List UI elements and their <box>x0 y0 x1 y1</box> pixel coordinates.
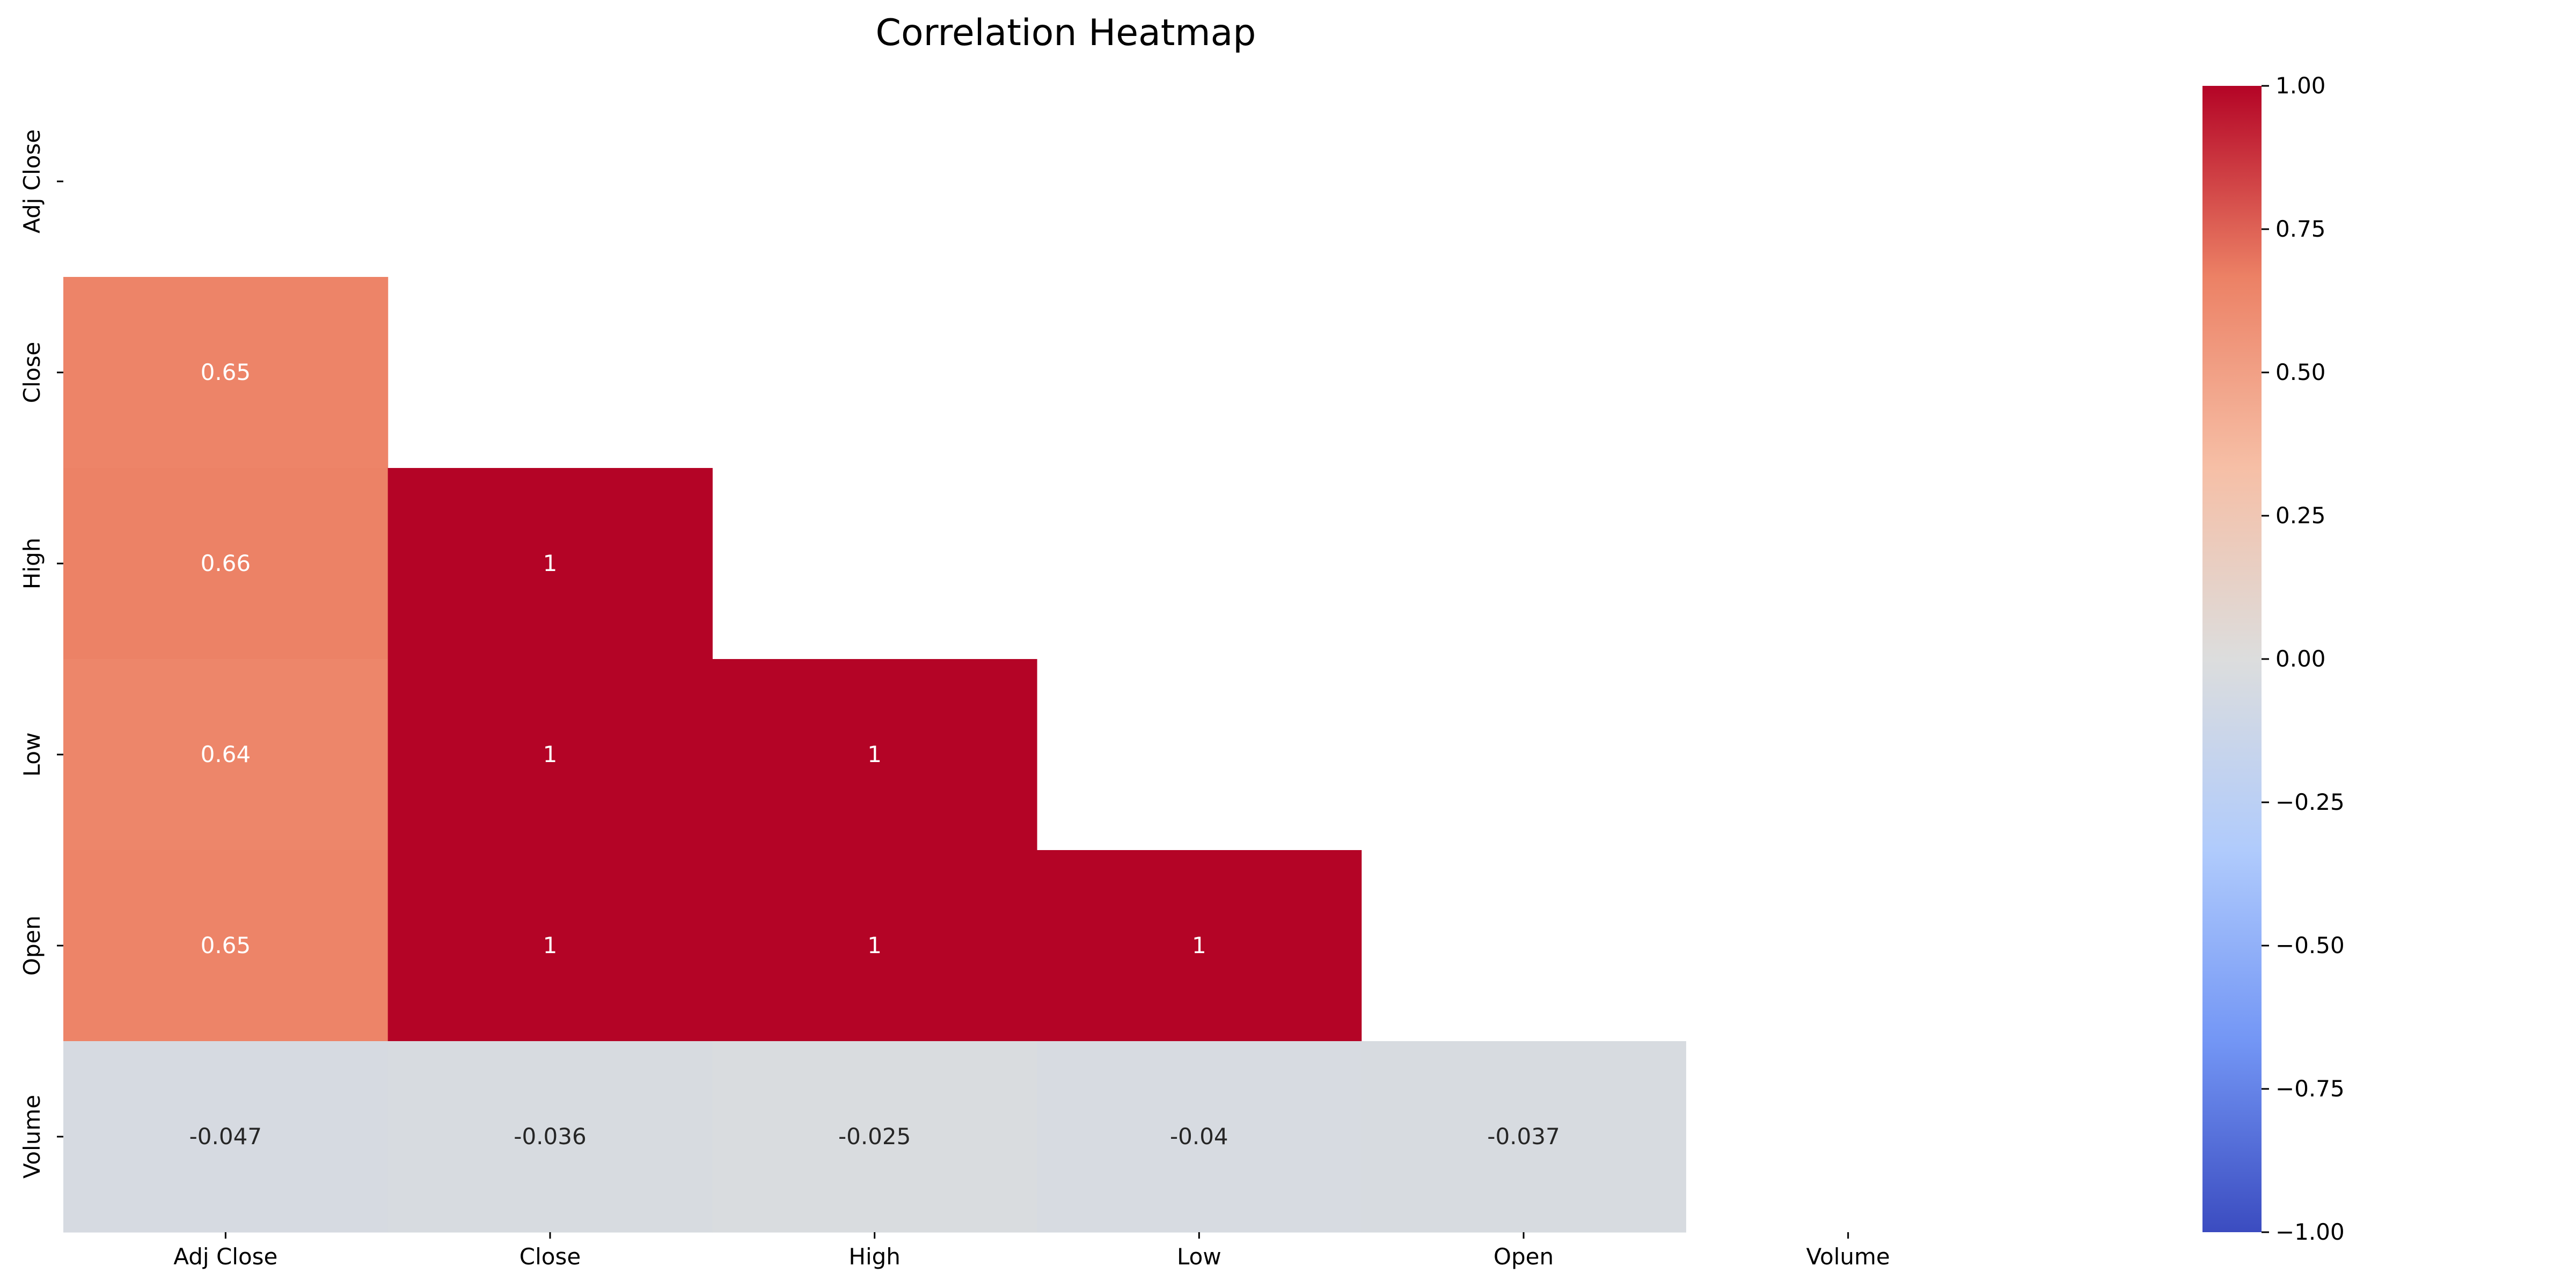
cell-value-label-volume-close: -0.036 <box>514 1123 586 1150</box>
x-tick-label-volume: Volume <box>1806 1243 1890 1270</box>
colorbar-tick-label: −0.50 <box>2275 932 2345 958</box>
x-tick-label-low: Low <box>1177 1243 1221 1270</box>
cell-value-label-high-close: 1 <box>543 550 558 576</box>
y-tick-label-low: Low <box>19 733 45 777</box>
cell-value-label-volume-adj-close: -0.047 <box>189 1123 262 1150</box>
x-tick-label-open: Open <box>1494 1243 1554 1270</box>
heatmap-cells <box>63 277 1686 1233</box>
colorbar-tick-label: 0.25 <box>2275 502 2326 529</box>
colorbar-tick-label: −1.00 <box>2275 1219 2345 1245</box>
cell-value-label-low-close: 1 <box>543 741 558 767</box>
colorbar-tick-label: 0.50 <box>2275 359 2326 385</box>
colorbar-tick-label: 0.75 <box>2275 216 2326 242</box>
y-tick-label-high: High <box>19 538 45 590</box>
colorbar-tick-label: 0.00 <box>2275 646 2326 672</box>
cell-value-label-open-adj-close: 0.65 <box>201 932 251 958</box>
y-tick-label-open: Open <box>19 916 45 976</box>
colorbar: 1.00 0.75 0.50 0.25 0.00 −0.25 −0.50 −0.75 −1.00 <box>2202 72 2345 1245</box>
cell-value-label-open-close: 1 <box>543 932 558 958</box>
heatmap-cell-close-adj-close <box>63 277 389 469</box>
cell-value-label-volume-open: -0.037 <box>1487 1123 1560 1150</box>
heatmap-cell-open-adj-close <box>63 850 389 1042</box>
colorbar-gradient <box>2202 86 2262 1232</box>
heatmap-cell-volume-close <box>387 1041 713 1233</box>
heatmap-cell-volume-open <box>1361 1041 1686 1233</box>
cell-value-label-close-adj-close: 0.65 <box>201 359 251 385</box>
heatmap-cell-labels: 0.65 0.66 1 0.64 1 1 0.65 1 1 1 -0.047 -0.036 -0.025… <box>189 359 1560 1150</box>
colorbar-tick-label: −0.75 <box>2275 1075 2345 1102</box>
cell-value-label-low-high: 1 <box>867 741 882 767</box>
x-tick-label-close: Close <box>519 1243 581 1270</box>
heatmap-cell-volume-adj-close <box>63 1041 389 1233</box>
x-axis: Adj Close Close High Low Open Volume <box>173 1232 1890 1270</box>
y-axis: Adj Close Close High Low Open Volume <box>19 129 63 1179</box>
cell-value-label-volume-high: -0.025 <box>838 1123 911 1150</box>
cell-value-label-low-adj-close: 0.64 <box>201 741 251 767</box>
y-tick-label-close: Close <box>19 342 45 403</box>
x-tick-label-high: High <box>848 1243 901 1270</box>
heatmap-cell-volume-low <box>1037 1041 1362 1233</box>
heatmap-cell-volume-high <box>712 1041 1037 1233</box>
heatmap-cell-high-adj-close <box>63 468 389 660</box>
y-tick-label-volume: Volume <box>19 1095 45 1179</box>
heatmap-cell-open-high <box>712 850 1037 1042</box>
cell-value-label-open-low: 1 <box>1192 932 1206 958</box>
chart-title: Correlation Heatmap <box>876 12 1256 54</box>
heatmap-cell-high-close <box>387 468 713 660</box>
heatmap-cell-low-high <box>712 659 1037 851</box>
heatmap-cell-low-adj-close <box>63 659 389 851</box>
heatmap-cell-open-close <box>387 850 713 1042</box>
x-tick-label-adj-close: Adj Close <box>173 1243 277 1270</box>
heatmap-cell-low-close <box>387 659 713 851</box>
cell-value-label-volume-low: -0.04 <box>1170 1123 1228 1150</box>
y-tick-label-adj-close: Adj Close <box>19 129 45 233</box>
cell-value-label-open-high: 1 <box>867 932 882 958</box>
colorbar-tick-label: −0.25 <box>2275 789 2345 815</box>
cell-value-label-high-adj-close: 0.66 <box>201 550 251 576</box>
colorbar-tick-label: 1.00 <box>2275 72 2326 99</box>
heatmap-cell-open-low <box>1037 850 1362 1042</box>
